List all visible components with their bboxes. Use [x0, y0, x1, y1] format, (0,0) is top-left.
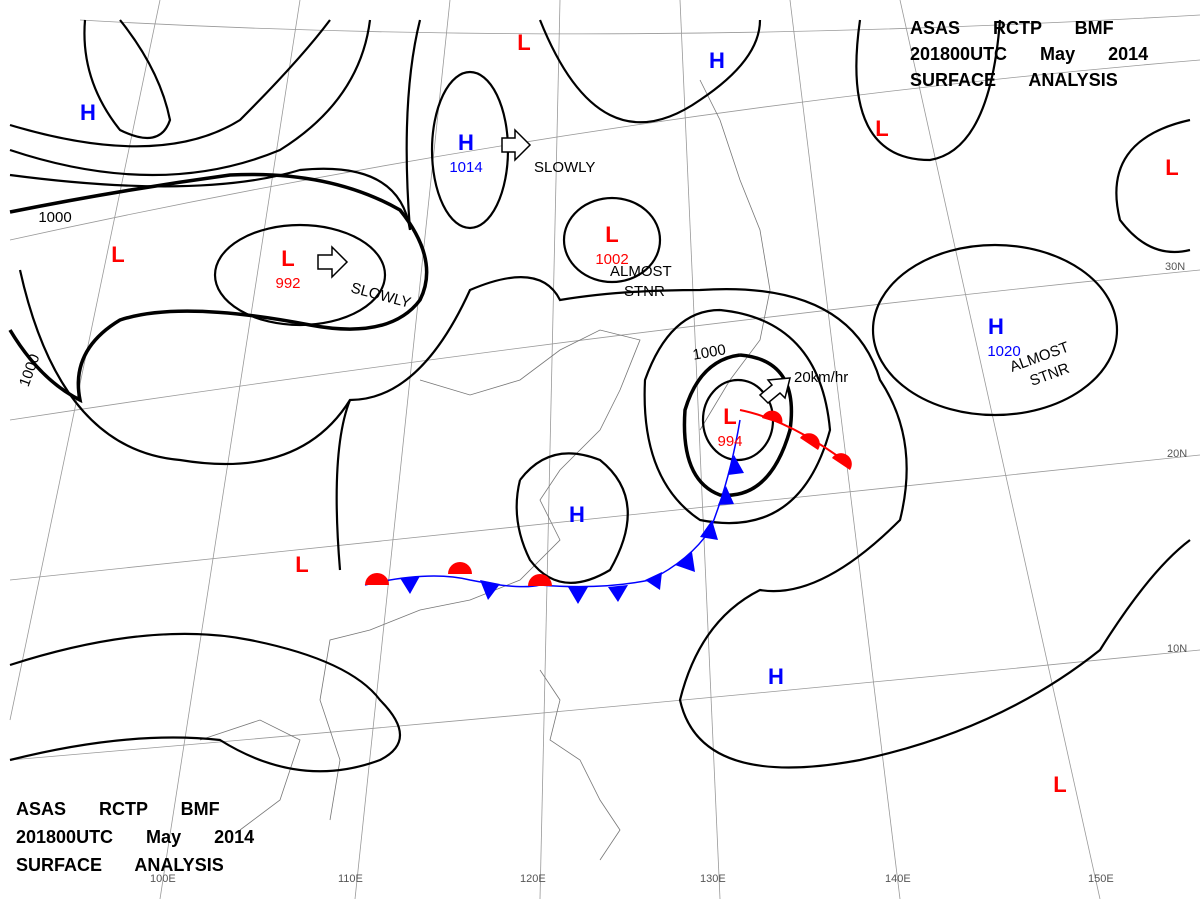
isobar — [213, 223, 387, 327]
isobar-label: 1000 — [691, 341, 727, 364]
pressure-center: H — [988, 314, 1004, 339]
annotation: 20km/hr — [794, 369, 848, 386]
latitude-label: 20N — [1167, 448, 1187, 460]
longitude-label: 150E — [1088, 873, 1114, 885]
pressure-center: H — [569, 502, 585, 527]
cold-symbol — [608, 585, 628, 602]
pressure-center: L — [875, 116, 888, 141]
lon-line — [159, 0, 301, 899]
central-pressure: 992 — [275, 275, 300, 292]
warm-symbol — [832, 453, 852, 470]
lon-line — [789, 0, 901, 899]
isobar — [562, 196, 662, 284]
header-line: SURFACE ANALYSIS — [910, 70, 1118, 90]
isobar — [538, 19, 762, 124]
isobar — [18, 269, 1191, 769]
motion-arrow — [317, 245, 349, 279]
pressure-center: L — [295, 552, 308, 577]
isobar-label: 1000 — [38, 209, 71, 226]
isobar — [1115, 118, 1191, 254]
cold-symbol — [675, 552, 695, 572]
pressure-center: H — [458, 130, 474, 155]
header-line: 201800UTC May 2014 — [16, 827, 254, 847]
coastlines — [199, 79, 771, 861]
warm-symbol — [762, 410, 783, 424]
header-line: ASAS RCTP BMF — [910, 18, 1114, 38]
header-line: 201800UTC May 2014 — [910, 44, 1148, 64]
pressure-center: L — [281, 246, 294, 271]
lon-line — [539, 0, 561, 899]
lat-line — [79, 14, 1200, 35]
pressure-center: L — [111, 242, 124, 267]
longitude-label: 100E — [150, 873, 176, 885]
isobar — [643, 308, 832, 525]
longitude-label: 130E — [700, 873, 726, 885]
latitude-label: 10N — [1167, 643, 1187, 655]
pressure-center: L — [723, 404, 736, 429]
isobar — [9, 632, 402, 773]
central-pressure: 1002 — [595, 251, 628, 268]
fronts — [364, 409, 852, 604]
pressure-center: L — [605, 222, 618, 247]
isobar — [855, 19, 1002, 162]
longitude-label: 120E — [520, 873, 546, 885]
lat-line — [9, 269, 1200, 421]
lon-line — [354, 0, 451, 899]
cold-symbol — [480, 580, 500, 600]
longitude-label: 110E — [338, 873, 363, 885]
annotation: SLOWLY — [534, 159, 595, 176]
pressure-center: H — [709, 48, 725, 73]
isobar — [515, 452, 629, 584]
central-pressure: 994 — [717, 433, 742, 450]
warm-symbol — [528, 574, 552, 586]
pressure-center: H — [768, 664, 784, 689]
isobar — [9, 19, 372, 177]
lat-line — [9, 59, 1200, 241]
header-line: SURFACE ANALYSIS — [16, 855, 224, 875]
motion-arrows — [317, 128, 791, 405]
central-pressure: 1020 — [987, 343, 1020, 360]
isobar — [335, 399, 352, 571]
cold-symbol — [568, 587, 588, 604]
lat-line — [9, 649, 1200, 761]
isobar — [83, 19, 172, 140]
coastline — [319, 329, 641, 821]
lon-line — [9, 0, 161, 721]
lon-line — [899, 0, 1101, 899]
isobar — [9, 19, 331, 148]
stationary-front — [364, 419, 741, 588]
motion-arrow — [758, 377, 791, 405]
cold-symbol — [400, 576, 420, 594]
motion-arrow — [501, 128, 532, 162]
warm-symbol — [448, 562, 472, 574]
pressure-center: L — [1053, 772, 1066, 797]
central-pressure: 1014 — [449, 159, 482, 176]
cold-symbol — [700, 520, 718, 540]
pressure-center: L — [517, 30, 530, 55]
coastline — [539, 669, 621, 861]
pressure-center: L — [1165, 155, 1178, 180]
pressure-center: H — [80, 100, 96, 125]
coastline — [199, 719, 301, 831]
cold-symbol — [645, 572, 662, 590]
latitude-label: 30N — [1165, 261, 1185, 273]
isobar — [682, 353, 794, 498]
warm-symbol — [365, 573, 389, 585]
cold-symbol — [728, 455, 744, 475]
isobar — [8, 172, 429, 404]
longitude-label: 140E — [885, 873, 911, 885]
cold-symbol — [718, 486, 734, 505]
warm-symbol — [800, 433, 820, 450]
header-line: ASAS RCTP BMF — [16, 799, 220, 819]
coastline — [699, 79, 771, 431]
isobar — [871, 243, 1119, 417]
